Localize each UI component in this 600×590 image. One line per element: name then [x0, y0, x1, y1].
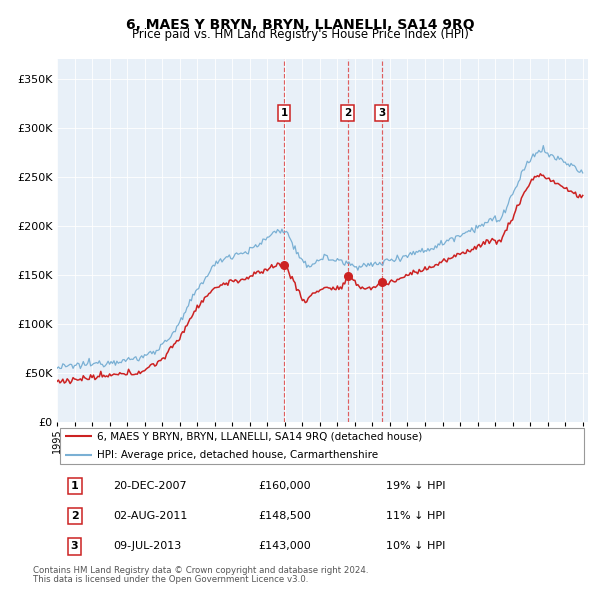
Text: £143,000: £143,000 — [259, 542, 311, 552]
Text: 19% ↓ HPI: 19% ↓ HPI — [386, 481, 446, 491]
Text: Price paid vs. HM Land Registry's House Price Index (HPI): Price paid vs. HM Land Registry's House … — [131, 28, 469, 41]
Text: 02-AUG-2011: 02-AUG-2011 — [113, 512, 187, 521]
Text: 09-JUL-2013: 09-JUL-2013 — [113, 542, 181, 552]
Text: 6, MAES Y BRYN, BRYN, LLANELLI, SA14 9RQ: 6, MAES Y BRYN, BRYN, LLANELLI, SA14 9RQ — [125, 18, 475, 32]
Text: 2: 2 — [71, 512, 79, 521]
Text: 11% ↓ HPI: 11% ↓ HPI — [386, 512, 446, 521]
Text: 20-DEC-2007: 20-DEC-2007 — [113, 481, 187, 491]
Text: £148,500: £148,500 — [259, 512, 311, 521]
Text: £160,000: £160,000 — [259, 481, 311, 491]
Text: 1: 1 — [71, 481, 79, 491]
FancyBboxPatch shape — [59, 428, 584, 464]
Text: 2: 2 — [344, 108, 351, 118]
Text: 1: 1 — [280, 108, 288, 118]
Text: 10% ↓ HPI: 10% ↓ HPI — [386, 542, 446, 552]
Text: This data is licensed under the Open Government Licence v3.0.: This data is licensed under the Open Gov… — [33, 575, 308, 584]
Text: 6, MAES Y BRYN, BRYN, LLANELLI, SA14 9RQ (detached house): 6, MAES Y BRYN, BRYN, LLANELLI, SA14 9RQ… — [97, 431, 422, 441]
Text: 3: 3 — [378, 108, 385, 118]
Text: 3: 3 — [71, 542, 79, 552]
Text: Contains HM Land Registry data © Crown copyright and database right 2024.: Contains HM Land Registry data © Crown c… — [33, 566, 368, 575]
Text: HPI: Average price, detached house, Carmarthenshire: HPI: Average price, detached house, Carm… — [97, 450, 378, 460]
